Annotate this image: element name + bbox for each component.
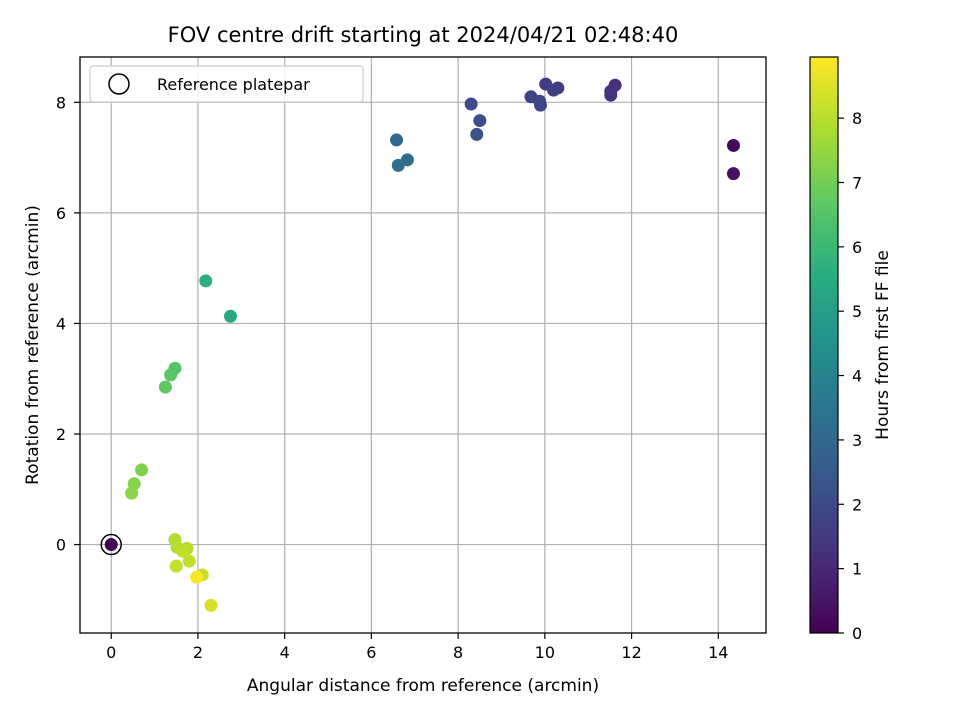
x-tick-label: 0 (106, 643, 116, 662)
data-point (104, 538, 118, 552)
colorbar-label: Hours from first FF file (873, 250, 893, 440)
x-tick-label: 8 (453, 643, 463, 662)
x-tick-label: 12 (621, 643, 641, 662)
x-tick-label: 10 (535, 643, 555, 662)
reference-marker (100, 533, 122, 556)
scatter-points (100, 77, 740, 612)
data-point (534, 98, 548, 112)
colorbar-tick-label: 7 (852, 173, 862, 192)
x-axis-ticks: 0 2 4 6 8 10 12 14 (106, 633, 728, 662)
colorbar: 0 1 2 3 4 5 6 7 8 Hours from first FF file (809, 56, 893, 643)
chart-title: FOV centre drift starting at 2024/04/21 … (168, 23, 679, 47)
y-tick-label: 8 (56, 93, 66, 112)
data-point (135, 463, 149, 477)
x-tick-label: 6 (366, 643, 376, 662)
y-tick-label: 2 (56, 425, 66, 444)
data-point (473, 114, 487, 128)
data-point (199, 274, 213, 288)
x-tick-label: 2 (193, 643, 203, 662)
colorbar-tick-label: 2 (852, 495, 862, 514)
data-point (164, 368, 178, 382)
data-point (470, 127, 484, 141)
colorbar-tick-label: 8 (852, 109, 862, 128)
data-point (726, 138, 740, 152)
data-point (726, 167, 740, 181)
y-tick-label: 4 (56, 314, 66, 333)
x-tick-label: 4 (280, 643, 290, 662)
y-axis-label: Rotation from reference (arcmin) (23, 205, 43, 485)
colorbar-tick-label: 3 (852, 431, 862, 450)
colorbar-tick-label: 0 (852, 624, 862, 643)
x-axis-label: Angular distance from reference (arcmin) (247, 676, 599, 696)
data-point (223, 309, 237, 323)
y-tick-label: 0 (56, 536, 66, 555)
data-point (176, 544, 190, 558)
data-point (391, 158, 405, 172)
legend-label: Reference platepar (157, 75, 310, 94)
colorbar-ticks: 0 1 2 3 4 5 6 7 8 (838, 109, 862, 643)
colorbar-tick-label: 5 (852, 302, 862, 321)
data-point (204, 598, 218, 612)
data-point (169, 559, 183, 573)
legend-marker (108, 73, 130, 95)
data-point (182, 554, 196, 568)
plot-frame (79, 56, 767, 634)
data-point (464, 97, 478, 111)
legend: Reference platepar (89, 65, 364, 103)
y-tick-label: 6 (56, 204, 66, 223)
x-tick-label: 14 (708, 643, 728, 662)
data-point (158, 380, 172, 394)
y-axis-ticks: 0 2 4 6 8 (56, 93, 80, 555)
data-point (547, 83, 561, 97)
colorbar-frame (809, 56, 839, 634)
colorbar-tick-label: 4 (852, 367, 862, 386)
grid (80, 57, 766, 633)
colorbar-tick-label: 1 (852, 560, 862, 579)
legend-box (89, 65, 364, 103)
data-point (390, 133, 404, 147)
colorbar-tick-label: 6 (852, 238, 862, 257)
colorbar-gradient (810, 57, 838, 633)
data-point (604, 88, 618, 102)
data-point (190, 570, 204, 584)
data-point (125, 486, 139, 500)
